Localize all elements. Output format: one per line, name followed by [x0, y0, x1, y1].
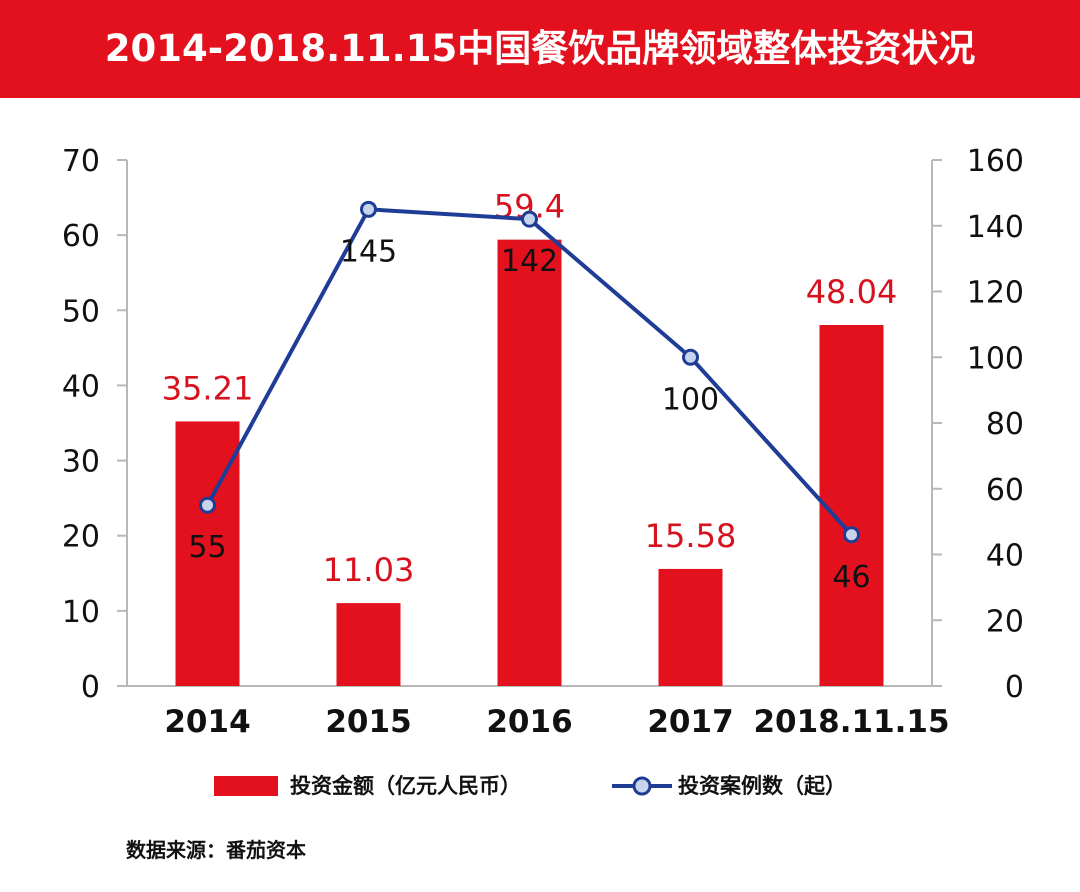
title-banner — [0, 0, 1080, 98]
bar-value-label: 15.58 — [645, 517, 737, 555]
count-value-label: 145 — [340, 234, 397, 269]
bar-value-label: 35.21 — [162, 369, 254, 407]
x-axis-tick-label: 2017 — [647, 704, 733, 740]
count-point — [360, 200, 377, 218]
x-axis-tick-label: 2016 — [486, 704, 572, 740]
bar-2018.11.15 — [819, 325, 884, 686]
count-point — [521, 210, 538, 228]
combo-chart: 0 10 20 30 40 50 60 70 0 20 40 60 80 100 120 140 160 35.2… — [62, 144, 1024, 740]
left-axis-tick-label: 60 — [62, 219, 100, 254]
left-axis-tick-label: 30 — [62, 445, 100, 480]
bar-2017 — [658, 568, 723, 686]
count-point — [682, 348, 699, 366]
left-axis-tick-label: 20 — [62, 520, 100, 555]
left-axis-tick-label: 40 — [62, 369, 100, 404]
left-axis-tick-label: 10 — [62, 595, 100, 630]
right-axis-tick-label: 0 — [1005, 670, 1024, 705]
left-axis-tick-label: 0 — [81, 670, 100, 705]
right-axis-tick-label: 120 — [967, 276, 1024, 311]
x-axis-tick-label: 2015 — [325, 704, 411, 740]
legend-swatch-bar — [214, 776, 278, 796]
legend: 投资金额（亿元人民币） 投资案例数（起） — [0, 760, 1080, 812]
right-axis-tick-label: 40 — [986, 539, 1024, 574]
count-point — [199, 496, 216, 514]
bar-value-label: 11.03 — [323, 551, 415, 589]
legend-label-count: 投资案例数（起） — [678, 774, 846, 798]
legend-label-amount: 投资金额（亿元人民币） — [290, 774, 521, 798]
right-axis-tick-label: 100 — [967, 341, 1024, 376]
right-axis-tick-label: 160 — [967, 144, 1024, 179]
left-axis-tick-label: 50 — [62, 294, 100, 329]
bar-2015 — [336, 603, 401, 686]
right-axis-tick-label: 140 — [967, 210, 1024, 245]
legend-swatch-line — [612, 776, 672, 796]
right-axis-tick-label: 60 — [986, 473, 1024, 508]
data-source: 数据来源：番茄资本 — [126, 838, 306, 862]
bar-value-label: 48.04 — [806, 273, 898, 311]
count-point — [843, 526, 860, 544]
right-axis-tick-label: 80 — [986, 407, 1024, 442]
right-axis-tick-label: 20 — [986, 604, 1024, 639]
chart-title: 2014-2018.11.15中国餐饮品牌领域整体投资状况 — [104, 27, 976, 70]
count-value-label: 55 — [188, 530, 226, 565]
count-value-label: 142 — [501, 244, 558, 279]
count-value-label: 100 — [662, 382, 719, 417]
left-axis-tick-label: 70 — [62, 144, 100, 179]
count-value-label: 46 — [832, 560, 870, 595]
x-axis-tick-label: 2018.11.15 — [753, 704, 949, 740]
bar-2016 — [497, 239, 562, 686]
x-axis-tick-label: 2014 — [164, 704, 250, 740]
